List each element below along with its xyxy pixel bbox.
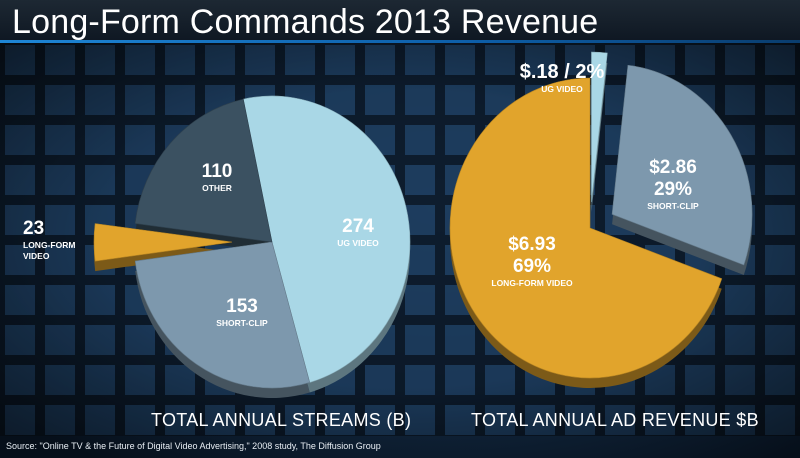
slice-value-label-long-form-video: $6.93 — [508, 234, 556, 255]
slice-category-label-short-clip: SHORT-CLIP — [216, 318, 268, 328]
page-title: Long-Form Commands 2013 Revenue — [12, 3, 599, 41]
slice-category-label-ug-video: UG VIDEO — [337, 238, 379, 248]
title-bar — [0, 0, 800, 42]
pie-slice-short-clip — [611, 64, 753, 266]
slice-category-label-long-form-video: VIDEO — [23, 251, 50, 261]
streams-chart-caption: TOTAL ANNUAL STREAMS (B) — [151, 410, 412, 430]
slice-category-label-other: OTHER — [202, 183, 232, 193]
slice-value-label-other: 110 — [202, 161, 233, 182]
slice-value-label-short-clip: $2.86 — [649, 157, 697, 178]
slice-percent-label-long-form-video: 69% — [513, 256, 551, 277]
revenue-chart-caption: TOTAL ANNUAL AD REVENUE $B — [471, 410, 759, 430]
slice-percent-label-short-clip: 29% — [654, 179, 692, 200]
source-note: Source: "Online TV & the Future of Digit… — [6, 441, 381, 451]
slice-value-label-ug-video: $.18 / 2% — [520, 61, 605, 83]
pie-slice-long-form-video — [93, 223, 233, 262]
slice-category-label-long-form-video: LONG-FORM VIDEO — [491, 278, 573, 288]
pie-slice-short-clip — [134, 241, 311, 389]
slice-category-label-short-clip: SHORT-CLIP — [647, 201, 699, 211]
slice-category-label-ug-video: UG VIDEO — [541, 84, 583, 94]
pie-slice-other — [134, 98, 273, 243]
pie-slice-ug-video — [591, 51, 608, 203]
pie-slice-long-form-video — [449, 77, 723, 379]
slice-value-label-ug-video: 274 — [342, 216, 374, 237]
slice-category-label-long-form-video: LONG-FORM — [23, 240, 75, 250]
pie-slice-ug-video — [242, 95, 411, 383]
slice-value-label-short-clip: 153 — [226, 296, 258, 317]
slice-value-label-long-form-video: 23 — [23, 218, 44, 239]
title-underline — [0, 40, 800, 43]
